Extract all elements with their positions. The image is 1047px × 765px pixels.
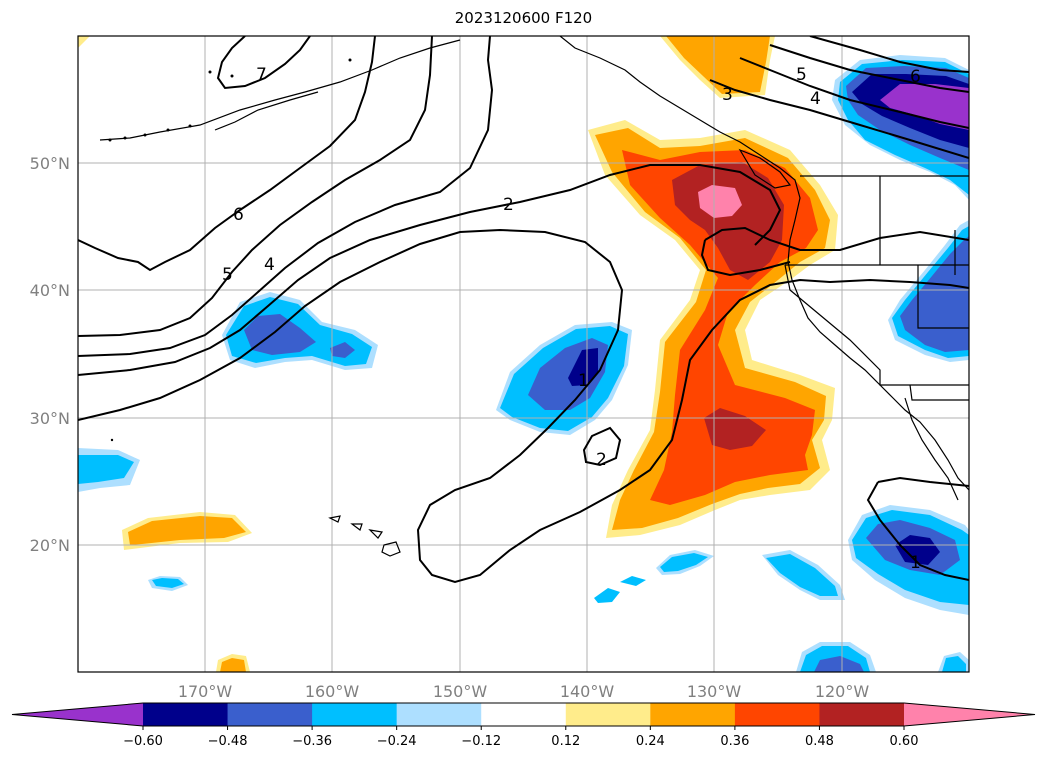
contour-label: 6 (233, 205, 244, 225)
colorbar-swatch (312, 703, 398, 726)
colorbar-extend-high (904, 703, 1035, 726)
colorbar-tick-label: −0.36 (292, 734, 332, 749)
contour-label: 7 (256, 65, 267, 85)
lon-label: 130°W (687, 682, 742, 701)
contour-label: 1 (578, 371, 589, 391)
map-title: 2023120600 F120 (454, 9, 593, 27)
colorbar-tick-label: 0.36 (720, 734, 749, 749)
lon-label: 120°W (815, 682, 870, 701)
lat-label: 40°N (30, 281, 70, 300)
colorbar-tick-label: 0.12 (551, 734, 580, 749)
negative-anomaly-region (78, 55, 969, 672)
latitude-labels: 50°N 40°N 30°N 20°N (30, 154, 70, 555)
colorbar-swatch (143, 703, 229, 726)
lon-label: 160°W (305, 682, 360, 701)
map-background (78, 36, 969, 672)
contour-label: 6 (910, 67, 921, 87)
contour-label: 4 (264, 255, 275, 275)
colorbar-swatch (396, 703, 482, 726)
colorbar-extend-low (12, 703, 143, 726)
colorbar-swatch (650, 703, 736, 726)
colorbar-tick-label: −0.48 (208, 734, 248, 749)
colorbar-swatch (565, 703, 651, 726)
lat-label: 50°N (30, 154, 70, 173)
aleutian-islands (108, 58, 352, 442)
lat-label: 30°N (30, 409, 70, 428)
map-content: 7 6 5 4 2 3 5 4 6 2 1 1 (78, 36, 969, 672)
colorbar-swatch (819, 703, 905, 726)
colorbar-tick-label: 0.48 (805, 734, 834, 749)
contour-label: 2 (503, 195, 514, 215)
colorbar-tick-label: 0.60 (890, 734, 919, 749)
colorbar-swatch (227, 703, 313, 726)
contour-label: 2 (596, 450, 607, 470)
colorbar-swatch (481, 703, 567, 726)
colorbar-tick-label: −0.60 (123, 734, 163, 749)
lat-label: 20°N (30, 536, 70, 555)
contour-label: 1 (910, 553, 921, 573)
contour-lines (78, 36, 969, 584)
lon-label: 140°W (560, 682, 615, 701)
map-frame (77, 35, 970, 673)
contour-label: 5 (222, 265, 233, 285)
contour-label: 3 (722, 85, 733, 105)
lon-label: 150°W (433, 682, 488, 701)
contour-labels: 7 6 5 4 2 3 5 4 6 2 1 1 (222, 65, 921, 573)
colorbar-swatch (734, 703, 820, 726)
colorbar-tick-label: −0.12 (461, 734, 501, 749)
colorbar: −0.60 −0.48 −0.36 −0.24 −0.12 0.12 0.24 0.36 0.4… (11, 702, 1036, 749)
lon-label: 170°W (178, 682, 233, 701)
colorbar-tick-label: 0.24 (636, 734, 665, 749)
contour-label: 4 (810, 89, 821, 109)
contour-label: 5 (796, 65, 807, 85)
coastlines (99, 36, 969, 557)
gridlines (78, 36, 969, 672)
colorbar-tick-label: −0.24 (377, 734, 417, 749)
longitude-labels: 170°W 160°W 150°W 140°W 130°W 120°W (178, 682, 870, 701)
